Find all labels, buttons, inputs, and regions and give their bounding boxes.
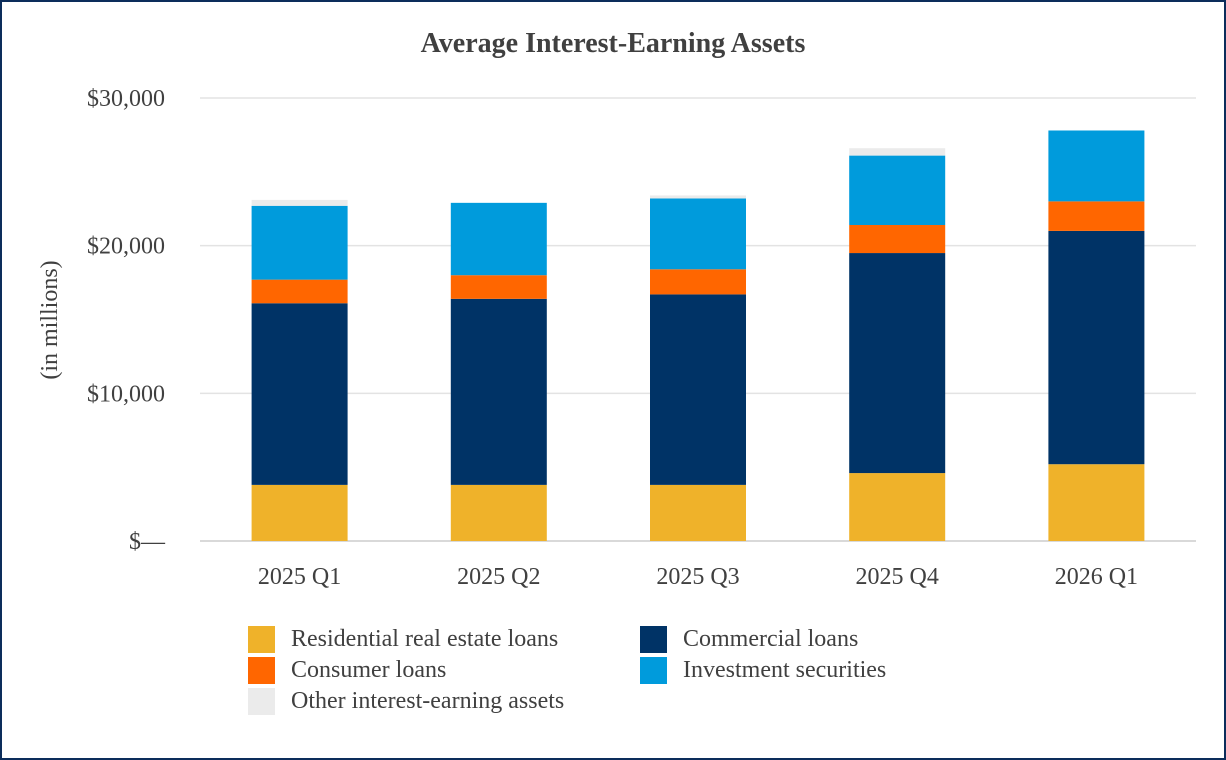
bar-segment	[1048, 130, 1145, 202]
x-tick-label: 2025 Q2	[457, 564, 540, 590]
y-axis-label: (in millions)	[37, 260, 63, 379]
x-tick-label: 2026 Q1	[1055, 564, 1138, 590]
bar-segment	[1048, 230, 1145, 465]
legend-swatch	[248, 656, 275, 684]
bar-segment	[849, 473, 946, 541]
bar-segment	[251, 279, 348, 304]
x-axis-ticks: 2025 Q1 2025 Q2 2025 Q3 2025 Q4 2026 Q1	[258, 564, 1138, 590]
legend-label: Investment securities	[683, 656, 887, 683]
legend-label: Residential real estate loans	[291, 625, 559, 652]
bar-segment	[650, 484, 746, 541]
bar-segment	[251, 205, 348, 280]
legend-item: Other interest-earning assets	[248, 686, 564, 716]
legend-swatch	[248, 687, 275, 715]
bar-segment	[849, 253, 946, 474]
bar-segment	[849, 148, 946, 156]
legend-label: Consumer loans	[291, 656, 447, 683]
legend-item: Residential real estate loans	[248, 624, 558, 654]
x-tick-label: 2025 Q1	[258, 564, 341, 590]
bar-segment	[251, 303, 348, 485]
bar-segment	[650, 269, 746, 295]
bar-segment	[650, 195, 746, 199]
y-tick-label: $30,000	[87, 86, 165, 112]
bar-segment	[849, 155, 946, 225]
legend-swatch	[640, 625, 667, 653]
bar-segment	[450, 275, 547, 299]
legend-label: Commercial loans	[683, 625, 859, 652]
bar-segment	[450, 202, 547, 276]
bar-segment	[650, 294, 746, 485]
y-tick-label: $10,000	[87, 381, 165, 407]
chart-title: Average Interest-Earning Assets	[420, 28, 806, 59]
bar-segment	[251, 484, 348, 541]
bar-segment	[450, 484, 547, 541]
x-tick-label: 2025 Q4	[856, 564, 939, 590]
bar-segment	[1048, 464, 1145, 541]
bar-segment	[650, 198, 746, 270]
y-tick-label: $—	[129, 529, 166, 555]
x-tick-label: 2025 Q3	[656, 564, 739, 590]
legend-item: Investment securities	[640, 655, 886, 685]
bar-segment	[251, 199, 348, 206]
y-axis-ticks: $— $10,000 $20,000 $30,000	[87, 86, 166, 555]
legend-label: Other interest-earning assets	[291, 687, 565, 714]
y-tick-label: $20,000	[87, 234, 165, 260]
bar-segment	[450, 298, 547, 485]
legend-swatch	[640, 656, 667, 684]
bar-segment	[1048, 201, 1145, 231]
legend-item: Commercial loans	[640, 624, 858, 654]
legend-item: Consumer loans	[248, 655, 446, 685]
legend-swatch	[248, 625, 275, 653]
bar-segment	[849, 224, 946, 254]
bars	[251, 130, 1145, 541]
